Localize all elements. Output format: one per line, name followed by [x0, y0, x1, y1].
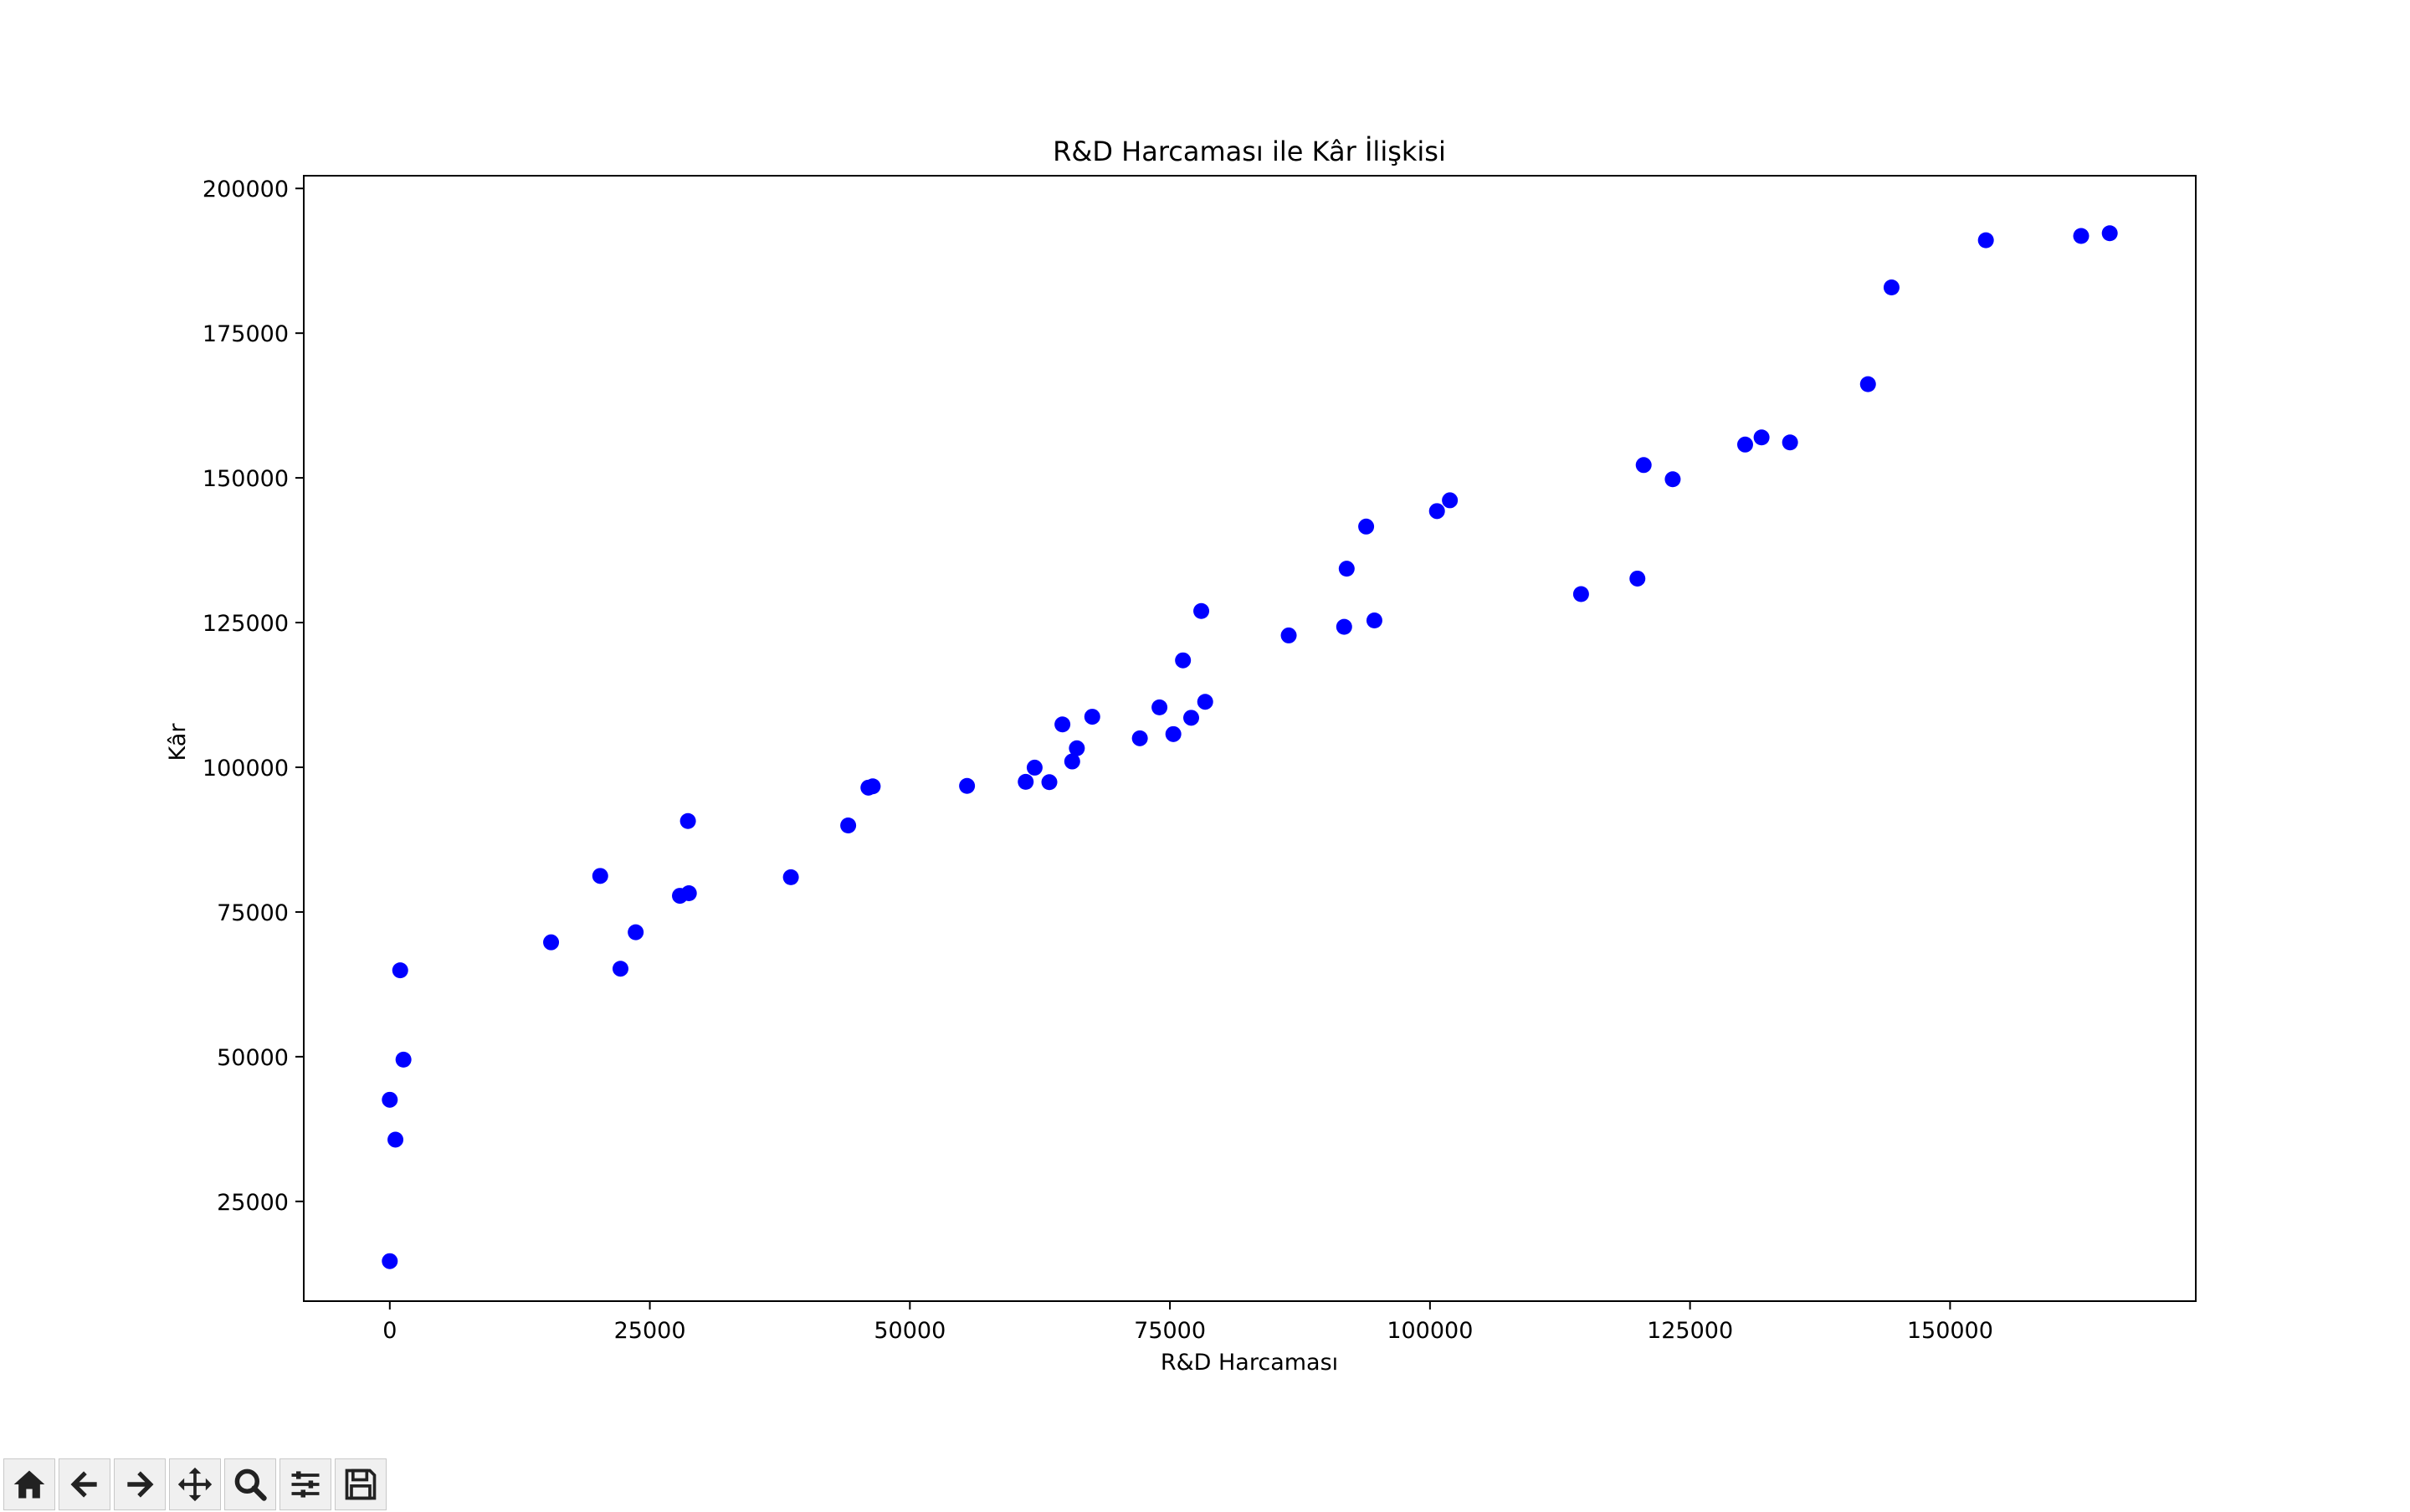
data-point	[1280, 627, 1297, 643]
data-point	[1018, 773, 1034, 790]
data-point	[2073, 228, 2090, 244]
arrow-right-icon	[127, 1471, 154, 1498]
data-point	[392, 962, 408, 979]
scatter-chart: R&D Harcaması ile Kâr İlişkisi 0 25000 500…	[165, 136, 2197, 1376]
zoom-button[interactable]	[224, 1458, 276, 1510]
data-point	[395, 1051, 412, 1068]
data-point	[1197, 694, 1213, 710]
y-tick-label: 150000	[203, 466, 289, 492]
back-button[interactable]	[59, 1458, 110, 1510]
data-point	[860, 779, 877, 796]
data-point	[1336, 618, 1352, 635]
data-point	[1782, 434, 1798, 451]
data-point	[1131, 730, 1148, 746]
data-point	[1175, 652, 1192, 669]
data-point	[840, 818, 857, 834]
data-point	[1753, 429, 1770, 446]
data-point	[679, 812, 696, 829]
x-tick-label: 25000	[614, 1318, 686, 1344]
data-point	[1026, 759, 1043, 776]
data-point	[1883, 279, 1900, 295]
x-tick-label: 150000	[1907, 1318, 1993, 1344]
y-axis-label: Kâr	[165, 723, 191, 761]
data-point	[1041, 774, 1058, 791]
data-point	[1193, 602, 1210, 619]
x-axis-ticks: 0 25000 50000 75000 100000 125000 150000	[382, 1301, 1993, 1344]
data-point	[1165, 725, 1182, 742]
data-points	[382, 225, 2118, 1269]
data-point	[1151, 699, 1168, 715]
data-point	[1183, 710, 1200, 726]
plot-area-frame	[303, 175, 2197, 1302]
chart-title: R&D Harcaması ile Kâr İlişkisi	[1053, 136, 1446, 167]
data-point	[1977, 232, 1994, 249]
data-point	[612, 961, 628, 977]
data-point	[1428, 503, 1445, 520]
y-tick-label: 25000	[217, 1190, 289, 1216]
x-tick-label: 75000	[1134, 1318, 1206, 1344]
data-point	[1859, 376, 1876, 392]
data-point	[1054, 716, 1071, 733]
save-button[interactable]	[335, 1458, 387, 1510]
forward-button[interactable]	[114, 1458, 166, 1510]
data-point	[543, 934, 560, 951]
floppy-disk-icon	[345, 1468, 377, 1500]
data-point	[1572, 586, 1589, 602]
y-tick-label: 200000	[203, 177, 289, 202]
configure-subplots-button[interactable]	[279, 1458, 331, 1510]
data-point	[382, 1091, 398, 1108]
x-tick-label: 125000	[1647, 1318, 1733, 1344]
arrow-left-icon	[70, 1471, 97, 1498]
data-point	[1084, 709, 1100, 725]
data-point	[1629, 570, 1646, 587]
magnifier-icon	[234, 1468, 267, 1501]
y-tick-label: 100000	[203, 756, 289, 782]
y-tick-label: 175000	[203, 321, 289, 347]
pan-button[interactable]	[169, 1458, 221, 1510]
data-point	[672, 888, 689, 905]
y-tick-label: 50000	[217, 1045, 289, 1071]
data-point	[1442, 492, 1459, 509]
x-tick-label: 100000	[1387, 1318, 1473, 1344]
data-point	[1366, 612, 1382, 628]
home-button[interactable]	[3, 1458, 55, 1510]
data-point	[1358, 518, 1375, 535]
data-point	[1736, 436, 1753, 453]
data-point	[1069, 740, 1085, 756]
data-point	[1064, 753, 1080, 770]
data-point	[592, 868, 608, 884]
data-point	[628, 924, 644, 941]
y-tick-label: 75000	[217, 900, 289, 926]
data-point	[1635, 457, 1652, 474]
data-point	[1338, 561, 1355, 577]
home-icon	[13, 1470, 45, 1499]
data-point	[382, 1253, 398, 1269]
x-tick-label: 0	[382, 1318, 397, 1344]
x-tick-label: 50000	[874, 1318, 946, 1344]
y-tick-label: 125000	[203, 611, 289, 637]
navigation-toolbar	[3, 1458, 387, 1512]
data-point	[782, 869, 799, 885]
data-point	[1664, 471, 1681, 488]
data-point	[387, 1131, 404, 1148]
sliders-icon	[291, 1471, 320, 1498]
x-axis-label: R&D Harcaması	[1161, 1350, 1338, 1376]
data-point	[2101, 225, 2118, 242]
move-arrows-icon	[177, 1467, 213, 1502]
y-axis-ticks: 25000 50000 75000 100000 125000 150000 175000 2…	[203, 177, 304, 1216]
data-point	[959, 777, 976, 794]
